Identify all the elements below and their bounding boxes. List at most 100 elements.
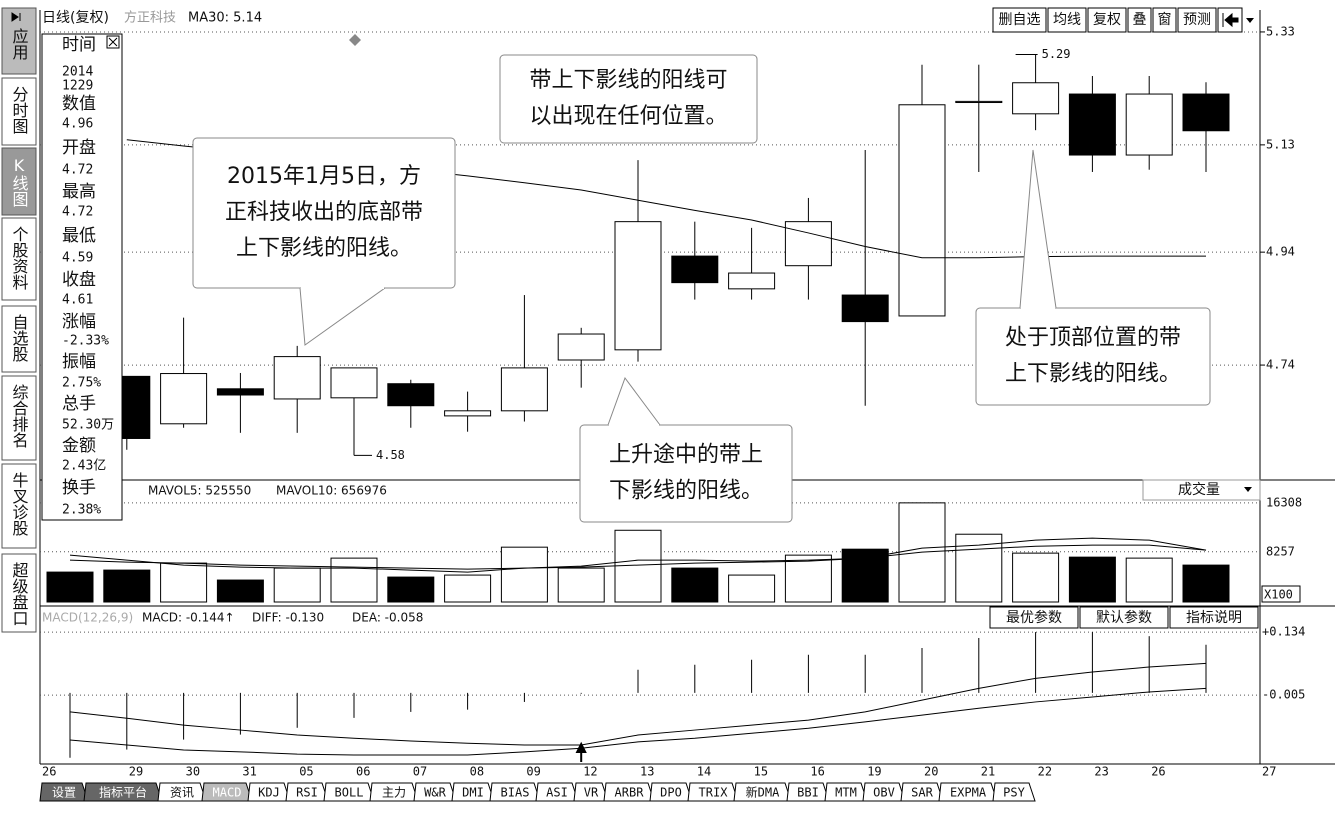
sidebar-tab[interactable] <box>1 217 37 301</box>
sidebar-label[interactable]: 应用 <box>10 27 29 61</box>
sidebar-label[interactable]: 牛叉诊股 <box>10 472 29 537</box>
tab-label[interactable]: ASI <box>546 786 568 800</box>
volume-bar <box>728 574 776 603</box>
nav-icon <box>1222 12 1239 28</box>
sidebar-label[interactable]: 个股资料 <box>10 226 29 290</box>
tab-label[interactable]: TRIX <box>699 786 729 800</box>
sidebar-label[interactable]: 自选股 <box>10 314 29 363</box>
sidebar-label[interactable]: 超级盘口 <box>10 562 29 626</box>
tab-label[interactable]: 主力 <box>382 786 406 800</box>
candle-body <box>273 356 321 400</box>
tab-label[interactable]: BIAS <box>501 786 530 800</box>
info-value: 4.59 <box>62 251 93 266</box>
toolbar-button[interactable] <box>992 7 1047 33</box>
toolbar-label[interactable]: 复权 <box>1093 11 1121 28</box>
sidebar-tab[interactable] <box>1 305 37 373</box>
volume-bar <box>1068 556 1116 603</box>
macd-button[interactable] <box>1079 606 1169 629</box>
macd-button[interactable] <box>989 606 1079 629</box>
tab-label[interactable]: BBI <box>797 786 819 800</box>
candle-body <box>784 221 832 267</box>
macd-button-label[interactable]: 最优参数 <box>1006 609 1062 626</box>
volume-selector-label[interactable]: 成交量 <box>1178 481 1220 498</box>
tab-label[interactable]: W&R <box>424 786 446 800</box>
info-label: 涨幅 <box>62 312 96 332</box>
volume-selector[interactable] <box>1142 479 1261 501</box>
tab-label[interactable]: 指标平台 <box>99 785 147 800</box>
unit-box <box>1261 585 1301 603</box>
period: 日线(复权) <box>42 9 109 26</box>
tab-label[interactable]: 设置 <box>52 786 76 800</box>
x-tick-label: 26 <box>1151 765 1165 779</box>
toolbar-label[interactable]: 预测 <box>1183 12 1211 28</box>
sidebar-label[interactable]: 分时图 <box>10 86 29 134</box>
info-label: 总手 <box>62 394 96 414</box>
sidebar-tab[interactable] <box>1 553 37 633</box>
y-tick-label: 5.13 <box>1266 137 1295 151</box>
candle-body <box>1068 93 1116 156</box>
macd-header: MACD(12,26,9) <box>42 611 133 625</box>
x-axis-end: 27 <box>1262 765 1276 779</box>
tab-label[interactable]: EXPMA <box>950 786 987 800</box>
tab[interactable] <box>992 782 1036 802</box>
info-label: 振幅 <box>62 352 96 372</box>
x-tick-label: 22 <box>1038 765 1052 779</box>
info-value: 2.38% <box>62 503 101 518</box>
toolbar-button[interactable] <box>1152 7 1177 33</box>
x-tick-label: 13 <box>640 765 654 779</box>
volume-bar <box>330 557 378 603</box>
callout-text: 处于顶部位置的带 <box>1005 326 1181 351</box>
info-label: 数值 <box>62 94 96 114</box>
sidebar-tab[interactable] <box>1 463 37 549</box>
sidebar-tab[interactable] <box>1 375 37 461</box>
tab-label[interactable]: KDJ <box>258 786 280 800</box>
tab-label[interactable]: PSY <box>1003 786 1025 800</box>
toolbar-button[interactable] <box>1177 7 1217 33</box>
toolbar-button[interactable] <box>1047 7 1087 33</box>
tab-label[interactable]: 资讯 <box>170 786 194 800</box>
candle-body <box>841 294 889 323</box>
tab-label[interactable]: VR <box>584 786 599 800</box>
toolbar-label[interactable]: 均线 <box>1053 12 1081 28</box>
macd-button[interactable] <box>1169 606 1259 629</box>
tab-label[interactable]: OBV <box>873 786 895 800</box>
x-tick-label: 08 <box>470 765 484 779</box>
toolbar-label[interactable]: 删自选 <box>999 12 1041 28</box>
toolbar-button[interactable] <box>1087 7 1127 33</box>
tab-label[interactable]: BOLL <box>335 786 364 800</box>
macd-button-label[interactable]: 默认参数 <box>1096 609 1152 626</box>
sidebar-label[interactable]: 综合排名 <box>10 384 29 448</box>
macd-header: DIFF: -0.130 <box>252 611 324 625</box>
tab-label[interactable]: MACD <box>213 786 242 800</box>
tab-label[interactable]: SAR <box>911 786 933 800</box>
tab-label[interactable]: DMI <box>462 786 484 800</box>
sidebar-label[interactable]: K线图 <box>10 156 29 207</box>
tab-label[interactable]: DPO <box>660 786 682 800</box>
candle-body <box>160 373 208 425</box>
tab-label[interactable]: MTM <box>835 786 857 800</box>
info-value: 4.96 <box>62 117 93 132</box>
tab-label[interactable]: 新DMA <box>746 785 780 800</box>
sidebar-tab[interactable] <box>1 147 37 216</box>
x-tick-label: 26 <box>42 765 56 779</box>
info-label: 换手 <box>62 478 96 498</box>
tab-label[interactable]: ARBR <box>615 786 645 800</box>
macd-button-label[interactable]: 指标说明 <box>1186 610 1242 626</box>
toolbar-button[interactable] <box>1127 7 1152 33</box>
sidebar-tab[interactable] <box>1 7 37 75</box>
cross-arrow <box>575 741 587 762</box>
callout-box <box>499 54 758 144</box>
toolbar-label[interactable]: 窗 <box>1158 11 1172 28</box>
info-label: 最高 <box>62 182 96 202</box>
high-label: 5.29 <box>1042 47 1071 61</box>
callout-text: 2015年1月5日，方 <box>227 164 421 189</box>
toolbar-label[interactable]: 叠 <box>1133 12 1147 28</box>
low-label: 4.58 <box>376 448 405 462</box>
callout-text: 以出现在任何位置。 <box>529 104 727 129</box>
dropdown-icon <box>1244 487 1252 492</box>
sidebar-tab[interactable] <box>1 77 37 146</box>
info-label: 时间 <box>62 35 96 55</box>
callout-tail <box>299 287 386 346</box>
tab-label[interactable]: RSI <box>296 786 318 800</box>
